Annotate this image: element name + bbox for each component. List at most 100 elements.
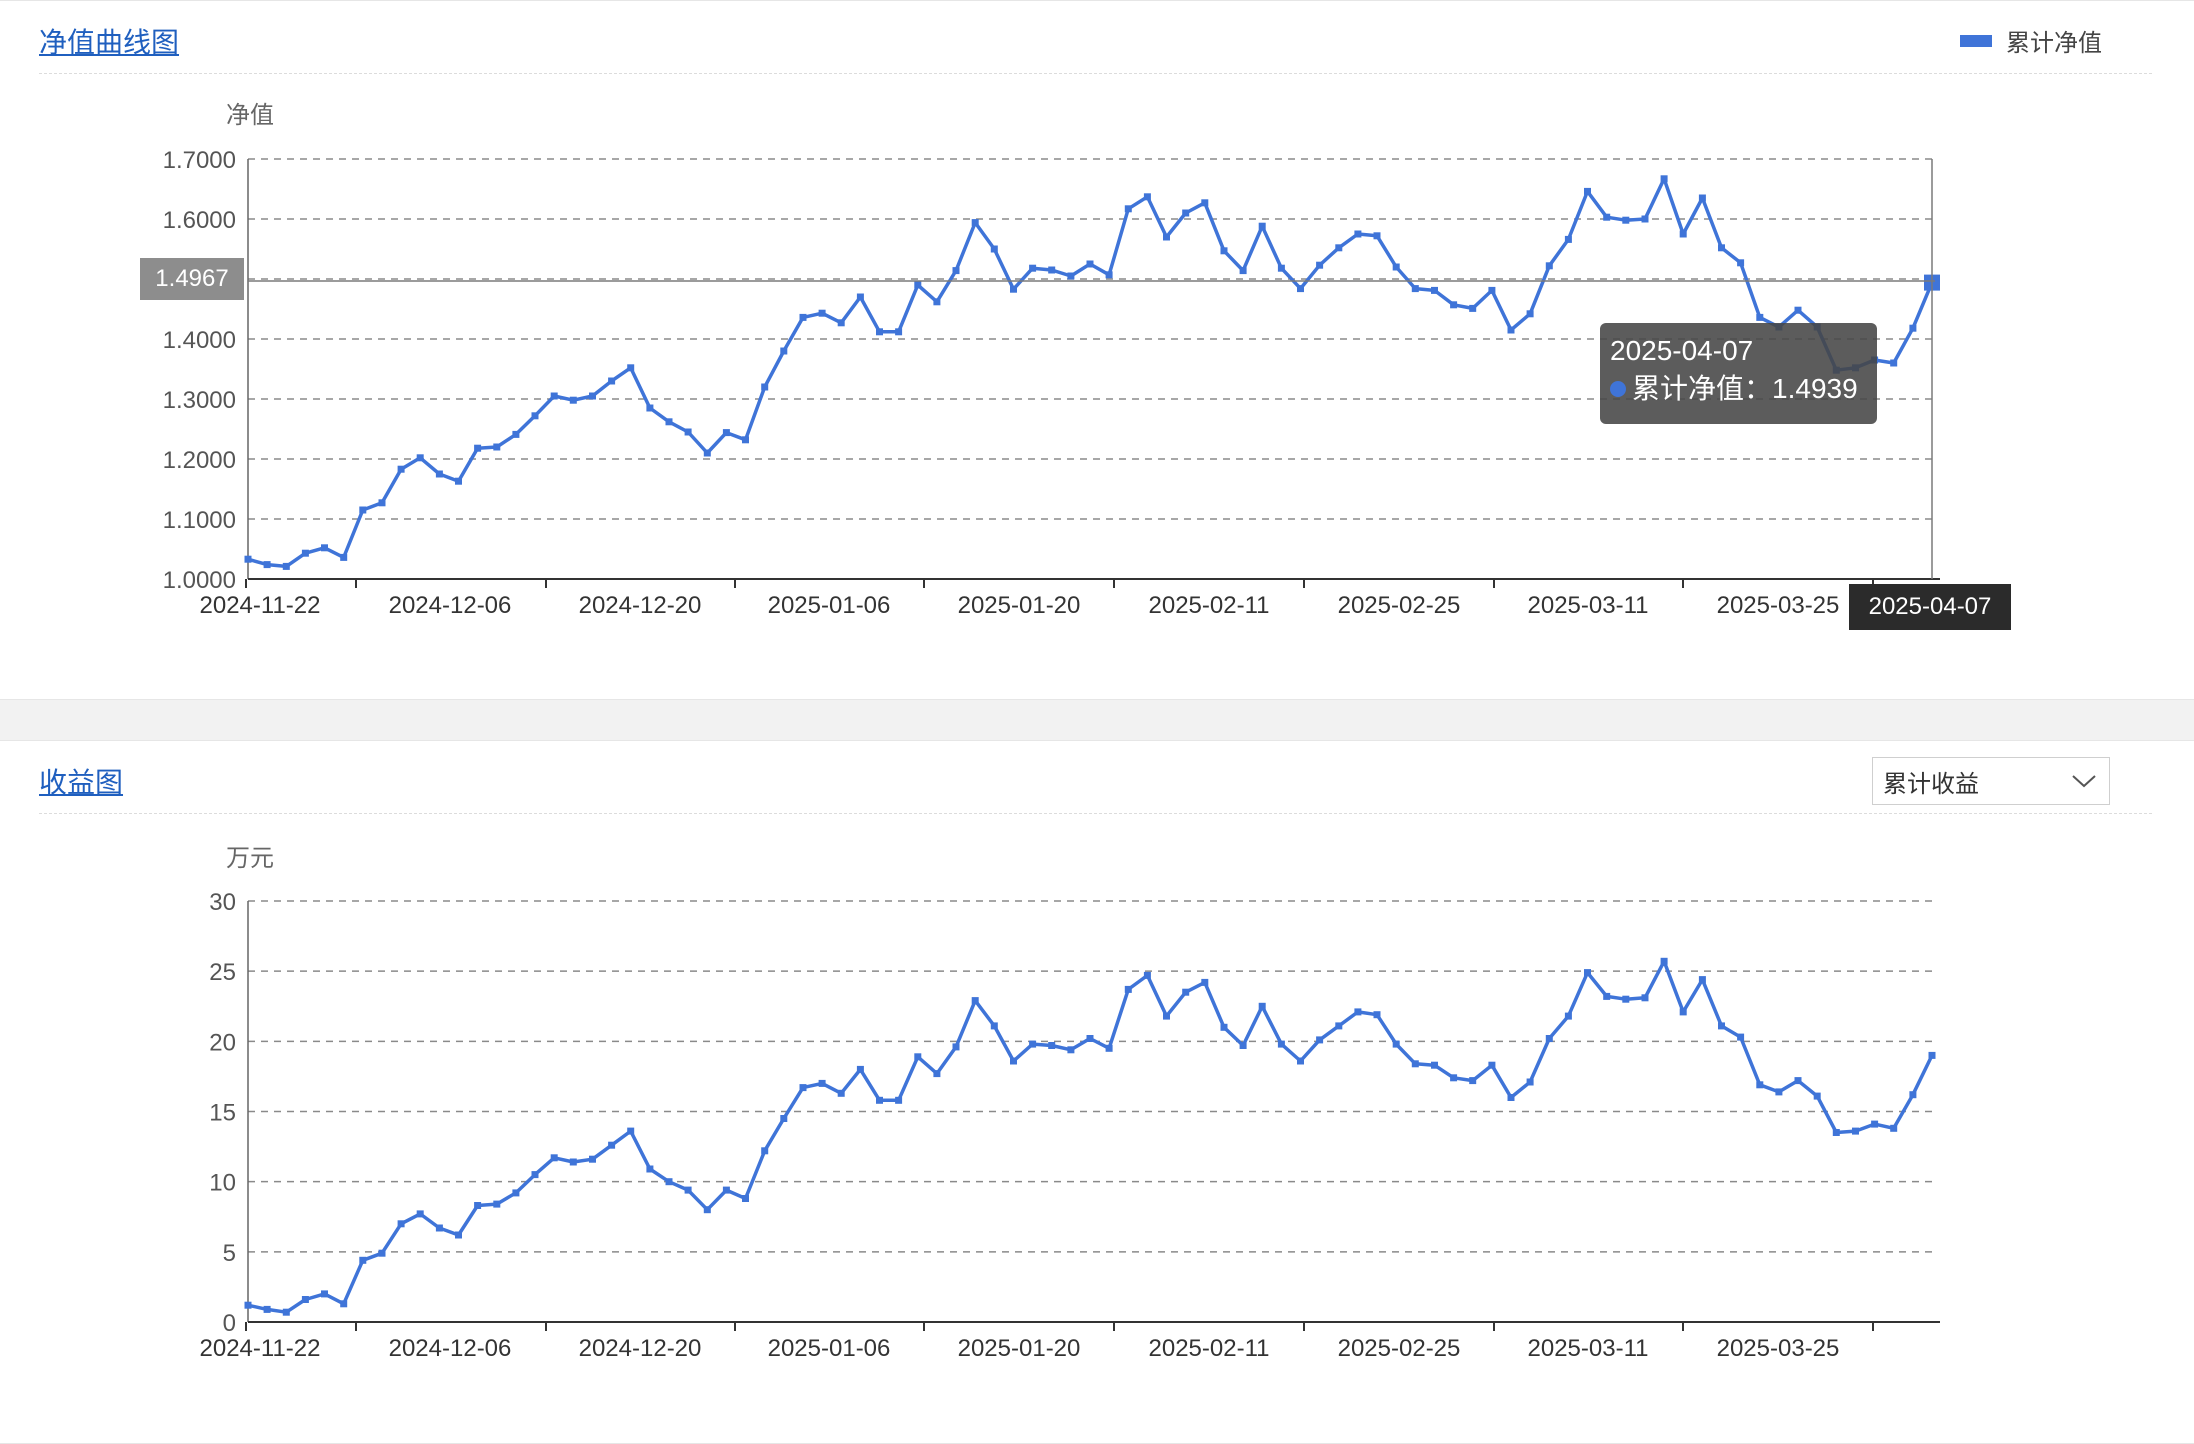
- data-point: [1067, 1046, 1075, 1054]
- data-point: [1411, 285, 1419, 293]
- data-point: [455, 477, 462, 485]
- profit-line-chart[interactable]: 万元 0 5 10 15 20 25 30 2024-11-22 2024-12-06 2024-1…: [0, 741, 2194, 1443]
- legend-swatch: [1960, 34, 1992, 47]
- data-point: [1507, 326, 1515, 334]
- data-point: [703, 449, 711, 457]
- y-tick-label: 1.1000: [163, 507, 236, 534]
- x-tick-label: 2025-03-25: [1717, 1335, 1840, 1362]
- nav-legend[interactable]: 累计净值: [1960, 23, 2102, 58]
- select-value: 累计收益: [1883, 770, 1979, 798]
- nav-line-chart[interactable]: 净值1.00001.10001.20001.30001.40001.50001.…: [0, 1, 2194, 699]
- data-point: [952, 1043, 960, 1051]
- data-point: [550, 1154, 558, 1162]
- y-tick-label: 20: [209, 1029, 236, 1056]
- profit-chart-title[interactable]: 收益图: [39, 767, 124, 798]
- x-tick-label: 2025-03-11: [1528, 1335, 1649, 1362]
- data-point: [856, 1065, 864, 1073]
- data-point: [1354, 1008, 1362, 1016]
- data-point: [263, 561, 271, 569]
- data-point: [627, 1127, 635, 1135]
- panel-divider: [39, 813, 2152, 814]
- data-point: [761, 1147, 769, 1155]
- data-point: [608, 1141, 616, 1149]
- data-point: [876, 328, 883, 336]
- data-point: [1163, 1012, 1170, 1020]
- data-point: [569, 1158, 577, 1166]
- data-point: [1890, 1124, 1898, 1132]
- y-tick-label: 15: [209, 1100, 236, 1127]
- data-point: [282, 562, 290, 570]
- data-point: [1010, 285, 1017, 293]
- data-point: [1411, 1060, 1419, 1068]
- x-tick-label: 2024-12-06: [389, 592, 512, 619]
- x-tick-label: 2025-02-11: [1149, 592, 1270, 619]
- data-point: [1239, 267, 1247, 275]
- tooltip-colon: ：: [1744, 373, 1773, 404]
- data-point: [474, 1202, 482, 1209]
- data-point: [1048, 1042, 1056, 1049]
- x-tick-label: 2024-12-06: [389, 1335, 512, 1362]
- x-tick-label: 2025-03-11: [1528, 592, 1649, 619]
- x-tick-label: 2025-02-25: [1338, 592, 1461, 619]
- data-point: [684, 1186, 692, 1194]
- data-point: [1603, 992, 1611, 1000]
- data-point: [971, 219, 979, 227]
- data-point: [799, 1084, 807, 1092]
- data-point: [1163, 233, 1170, 241]
- data-point: [1794, 1077, 1802, 1085]
- x-tick-label: 2025-03-25: [1717, 592, 1840, 619]
- data-point: [1048, 266, 1056, 274]
- data-point: [990, 1022, 998, 1030]
- data-point: [1526, 1078, 1534, 1086]
- data-point: [1277, 264, 1285, 272]
- data-point: [512, 1189, 520, 1197]
- data-point: [1373, 1011, 1381, 1019]
- data-point: [780, 347, 788, 355]
- data-point: [1335, 1022, 1343, 1030]
- data-point: [837, 1089, 845, 1097]
- data-point: [1258, 1002, 1266, 1010]
- x-tick-label: 2024-12-20: [579, 1335, 702, 1362]
- data-point: [1852, 1127, 1859, 1135]
- y-tick-label: 1.6000: [163, 207, 236, 234]
- data-point: [895, 1096, 903, 1104]
- data-point: [301, 1296, 309, 1303]
- data-point: [1335, 244, 1343, 252]
- data-point: [416, 454, 424, 462]
- data-point: [646, 404, 654, 412]
- x-tick-label: 2025-01-06: [768, 1335, 891, 1362]
- y-tick-label: 1.3000: [163, 387, 236, 414]
- data-point: [914, 281, 922, 289]
- y-axis-label: 净值: [226, 102, 274, 129]
- data-point: [531, 412, 539, 420]
- data-point: [1277, 1040, 1285, 1048]
- data-point: [1890, 359, 1898, 367]
- data-point: [1067, 272, 1075, 280]
- data-point: [1584, 187, 1591, 195]
- data-point: [1431, 1061, 1438, 1069]
- data-point: [340, 1300, 348, 1308]
- data-point: [1660, 175, 1668, 183]
- data-point: [1086, 260, 1094, 268]
- x-tick-label: 2025-01-20: [958, 1335, 1081, 1362]
- data-point: [665, 1178, 673, 1186]
- data-point: [1718, 1022, 1725, 1030]
- data-point: [876, 1096, 883, 1104]
- data-point: [1737, 1033, 1745, 1041]
- data-point: [378, 1249, 386, 1257]
- data-point: [1450, 301, 1458, 309]
- y-tick-label: 1.2000: [163, 447, 236, 474]
- tooltip-row: 累计净值： 1.4939: [1610, 369, 1867, 409]
- profit-type-select[interactable]: 累计收益: [1872, 757, 2110, 805]
- data-point: [1201, 199, 1209, 207]
- data-point: [608, 377, 616, 385]
- data-point: [1756, 1081, 1764, 1089]
- data-point: [301, 549, 309, 557]
- data-point: [1182, 209, 1190, 217]
- x-tick-label: 2024-12-20: [579, 592, 702, 619]
- legend-label: 累计净值: [2006, 30, 2102, 57]
- chevron-down-icon: [2072, 775, 2096, 788]
- data-point: [493, 443, 501, 451]
- data-point: [321, 544, 328, 552]
- nav-chart-title[interactable]: 净值曲线图: [39, 27, 180, 58]
